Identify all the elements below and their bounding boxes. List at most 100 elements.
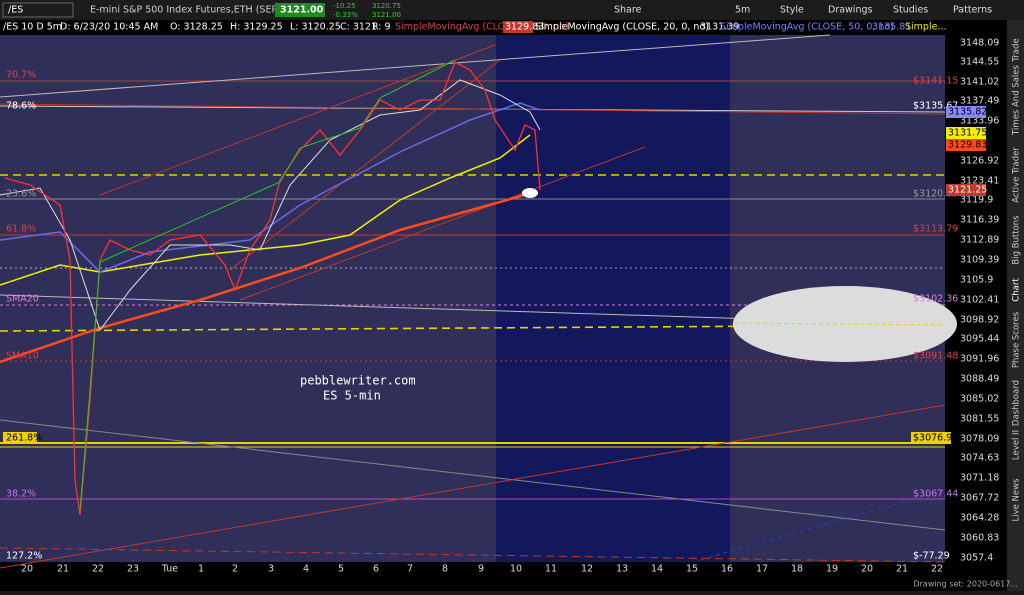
study-value: 3131.39 [700,22,739,33]
time-tick-label: 2 [232,564,238,575]
study-value: 3135.81 [872,22,911,33]
price-tick-label: 3074.63 [960,453,999,464]
price-tick-label: 3081.55 [960,414,999,425]
price-marker: $3102.36 [913,294,958,305]
price-marker: $3141.15 [913,76,958,87]
price-tick-label: 3067.72 [960,493,999,504]
ellipse-line [734,322,946,326]
time-tick-label: 23 [127,564,139,575]
price-up [79,59,456,511]
price-tick-label: 3102.41 [960,295,999,306]
header-low: L: 3120.25 [290,22,341,33]
price-tick-label: 3098.92 [960,315,999,326]
toolbar-button[interactable]: 5m [735,5,750,16]
symbol-input[interactable]: /ES [8,5,23,16]
sidebar [1007,20,1024,591]
price-tick-label: 3148.09 [960,38,999,49]
study-name: SimpleMovingAvg (CLOSE, 10, 0, no) [395,22,569,33]
symbol-box[interactable] [2,2,74,18]
sidebar-tab[interactable]: Times And Sales [1012,65,1022,136]
price-tick-label: 3085.02 [960,394,999,405]
price-marker: $3091.48 [913,351,958,362]
time-tick-label: 17 [756,564,768,575]
toolbar-button[interactable]: Patterns [953,5,992,16]
price-marker: $3113.79 [913,224,958,235]
toolbar [0,0,1024,20]
time-axis [0,562,1007,591]
header-date: D: 6/23/20 10:45 AM [60,22,158,33]
price-tick-label: 3071.18 [960,473,999,484]
level-label: 78.6% [6,101,36,112]
sidebar-tab[interactable]: Big Buttons [1012,215,1022,265]
price-marker: $3076.93 [913,433,958,444]
time-tick-label: 13 [616,564,628,575]
price-marker: 3129.83 [948,140,987,151]
price-axis [945,35,1007,562]
time-tick-label: 21 [57,564,69,575]
price-tick-label: 3060.83 [960,533,999,544]
toolbar-button[interactable]: Share [614,5,642,16]
level-label: 23.6% [6,189,36,200]
level-label: 61.8% [6,224,36,235]
study-name: Simple... [905,22,947,33]
change: -10.25 [333,2,356,10]
levels [0,34,946,569]
price-tick-label: 3105.9 [960,275,993,286]
time-tick-label: 20 [861,564,873,575]
bid: 3120.75 [372,2,401,10]
toolbar-button[interactable]: Style [780,5,804,16]
study-value: 3129.83 [505,22,544,33]
time-tick-label: 7 [407,564,413,575]
price-marker: $-77.29 [913,551,950,562]
price-marker-box [946,184,986,196]
footer: Drawing set: 2020-0617... [913,580,1018,589]
time-tick-label: 21 [896,564,908,575]
level-label: SMA10 [6,351,39,362]
price-marker-box [946,139,986,151]
price-tick-label: 3091.96 [960,354,999,365]
sidebar-tab[interactable]: Dashboard [1012,380,1022,426]
level-label: 261.8% [6,433,42,444]
sma-blue [0,102,541,273]
watermark: pebblewriter.com [300,374,416,388]
header-open: O: 3128.25 [170,22,223,33]
sidebar-tab[interactable]: Chart [1012,278,1022,302]
price-tick-label: 3137.49 [960,96,999,107]
price-marker: $3135.67 [913,101,958,112]
time-tick-label: 9 [478,564,484,575]
time-tick-label: 12 [581,564,593,575]
study-value-box [503,21,533,33]
level-label: 38.2% [6,489,36,500]
time-tick-label: 5 [338,564,344,575]
time-tick-label: 16 [721,564,733,575]
sidebar-tab[interactable]: Level II [1012,430,1022,460]
price-tick-label: 3141.02 [960,77,999,88]
price-tick-label: 3123.41 [960,176,999,187]
time-tick-label: 15 [686,564,698,575]
level-label: 70.7% [6,70,36,81]
time-tick-label: 22 [931,564,943,575]
study-name: SimpleMovingAvg (CLOSE, 20, 0, no) [535,22,709,33]
sidebar-tab[interactable]: Trade [1012,38,1022,62]
last-box [275,3,325,17]
ask: 3121.00 [372,11,401,19]
price-tick-label: 3126.92 [960,156,999,167]
time-tick-label: 3 [268,564,274,575]
time-tick-label: 20 [21,564,33,575]
sidebar-tab[interactable]: Active Trader [1012,147,1022,203]
sidebar-tab[interactable]: Live News [1012,478,1022,522]
price [4,61,541,516]
toolbar-button[interactable]: Studies [893,5,928,16]
price-tick-label: 3078.09 [960,434,999,445]
price-marker: 3135.82 [948,107,987,118]
sidebar-tab[interactable]: Phase Scores [1012,311,1022,368]
price-tick-label: 3095.44 [960,334,999,345]
header-symbol: /ES 10 D 5m [3,22,62,33]
toolbar-button[interactable]: Drawings [828,5,873,16]
time-tick-label: 1 [198,564,204,575]
header-close: C: 3121 [340,22,377,33]
price-tick-label: 3088.49 [960,374,999,385]
time-tick-label: 14 [651,564,663,575]
time-tick-label: 11 [545,564,557,575]
